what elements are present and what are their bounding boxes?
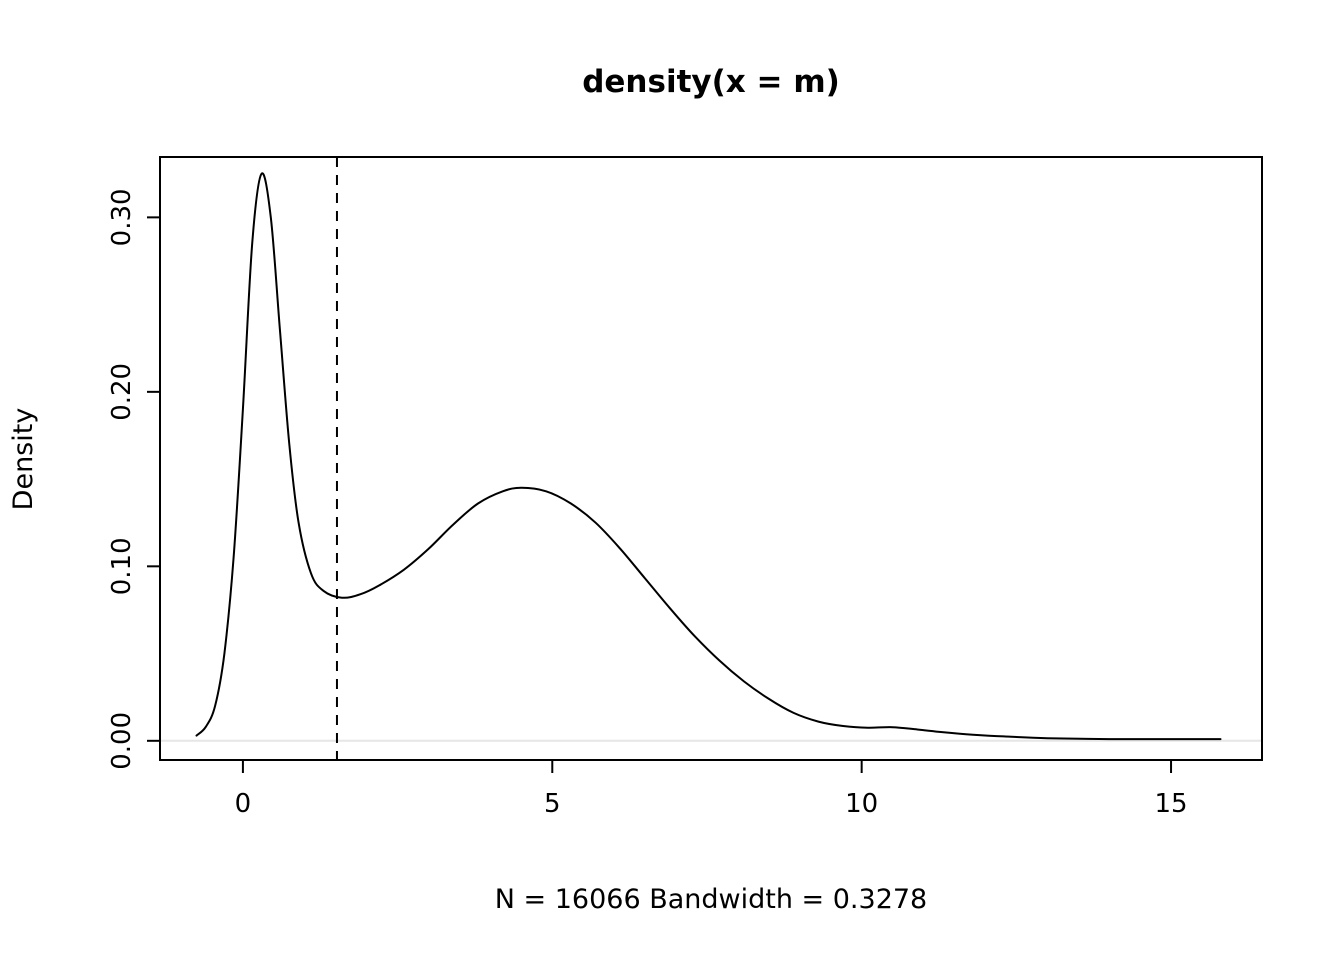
x-tick-label: 0	[235, 789, 252, 819]
y-tick-label: 0.00	[107, 712, 137, 770]
density-curve	[195, 172, 1222, 741]
x-tick-label: 15	[1154, 789, 1187, 819]
y-tick-label: 0.30	[107, 188, 137, 246]
chart-title: density(x = m)	[582, 64, 840, 100]
x-tick-label: 5	[544, 789, 561, 819]
plot-box	[159, 156, 1263, 761]
x-tick-label: 10	[845, 789, 878, 819]
y-tick-label: 0.10	[107, 537, 137, 595]
y-axis-label: Density	[8, 408, 39, 511]
y-axis: 0.00 0.10 0.20 0.30	[107, 188, 160, 770]
x-axis-label: N = 16066 Bandwidth = 0.3278	[495, 884, 927, 915]
y-tick-label: 0.20	[107, 363, 137, 421]
x-axis: 0 5 10 15	[235, 760, 1188, 819]
